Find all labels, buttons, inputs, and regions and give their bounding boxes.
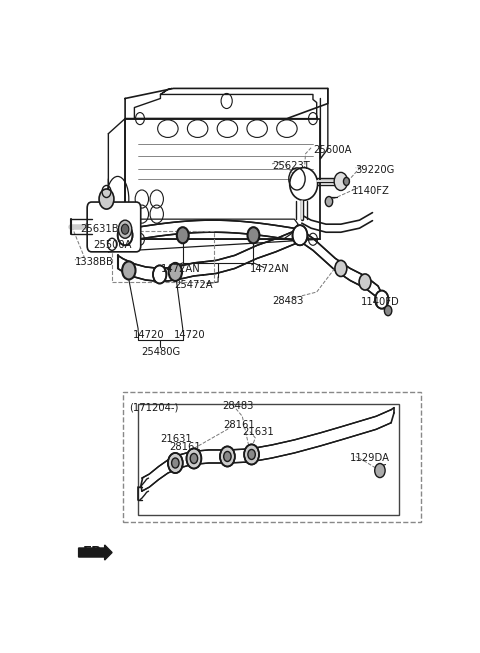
Circle shape xyxy=(122,261,135,279)
Text: 14720: 14720 xyxy=(173,330,205,340)
FancyBboxPatch shape xyxy=(87,202,141,252)
Bar xyxy=(123,392,421,522)
Text: 14720: 14720 xyxy=(132,330,164,340)
Circle shape xyxy=(375,464,385,477)
Circle shape xyxy=(384,306,392,315)
FancyArrow shape xyxy=(79,545,112,560)
Circle shape xyxy=(119,220,132,238)
Circle shape xyxy=(334,172,348,191)
Text: (171204-): (171204-) xyxy=(129,403,178,413)
Circle shape xyxy=(325,197,333,206)
Ellipse shape xyxy=(290,168,318,200)
Circle shape xyxy=(344,178,349,185)
Text: 1140FD: 1140FD xyxy=(361,297,400,307)
Text: 1472AN: 1472AN xyxy=(250,264,289,274)
Circle shape xyxy=(190,453,198,464)
Text: 28483: 28483 xyxy=(272,296,303,306)
Circle shape xyxy=(168,263,182,281)
Text: 25480G: 25480G xyxy=(142,347,181,357)
Text: 25500A: 25500A xyxy=(94,240,132,250)
Text: 28161: 28161 xyxy=(224,421,255,430)
Text: 21631: 21631 xyxy=(160,434,192,445)
Circle shape xyxy=(172,458,179,468)
Circle shape xyxy=(375,291,388,309)
Circle shape xyxy=(220,447,235,466)
Text: 25472A: 25472A xyxy=(174,279,213,289)
Bar xyxy=(112,231,215,282)
Text: 25600A: 25600A xyxy=(313,145,351,155)
Circle shape xyxy=(359,274,371,290)
Circle shape xyxy=(186,449,202,469)
Text: 28161: 28161 xyxy=(170,442,202,452)
Text: 1338BB: 1338BB xyxy=(75,257,114,267)
Text: 25631B: 25631B xyxy=(81,224,119,234)
Circle shape xyxy=(248,449,255,460)
Circle shape xyxy=(118,225,132,246)
Text: 1472AN: 1472AN xyxy=(160,264,200,274)
Text: 28483: 28483 xyxy=(222,401,253,411)
Circle shape xyxy=(168,453,183,473)
Circle shape xyxy=(244,445,259,464)
Circle shape xyxy=(292,225,307,246)
Circle shape xyxy=(153,265,167,283)
Text: FR.: FR. xyxy=(83,545,107,558)
Text: 25623T: 25623T xyxy=(272,161,310,171)
Circle shape xyxy=(99,189,114,209)
Circle shape xyxy=(335,261,347,276)
Circle shape xyxy=(177,227,189,244)
Text: 21631: 21631 xyxy=(242,427,274,438)
Circle shape xyxy=(224,451,231,462)
Text: 1140FZ: 1140FZ xyxy=(352,187,390,197)
Text: 1129DA: 1129DA xyxy=(350,453,390,463)
Text: 39220G: 39220G xyxy=(356,165,395,175)
Circle shape xyxy=(248,227,259,244)
Circle shape xyxy=(121,224,129,234)
Bar xyxy=(138,404,398,515)
